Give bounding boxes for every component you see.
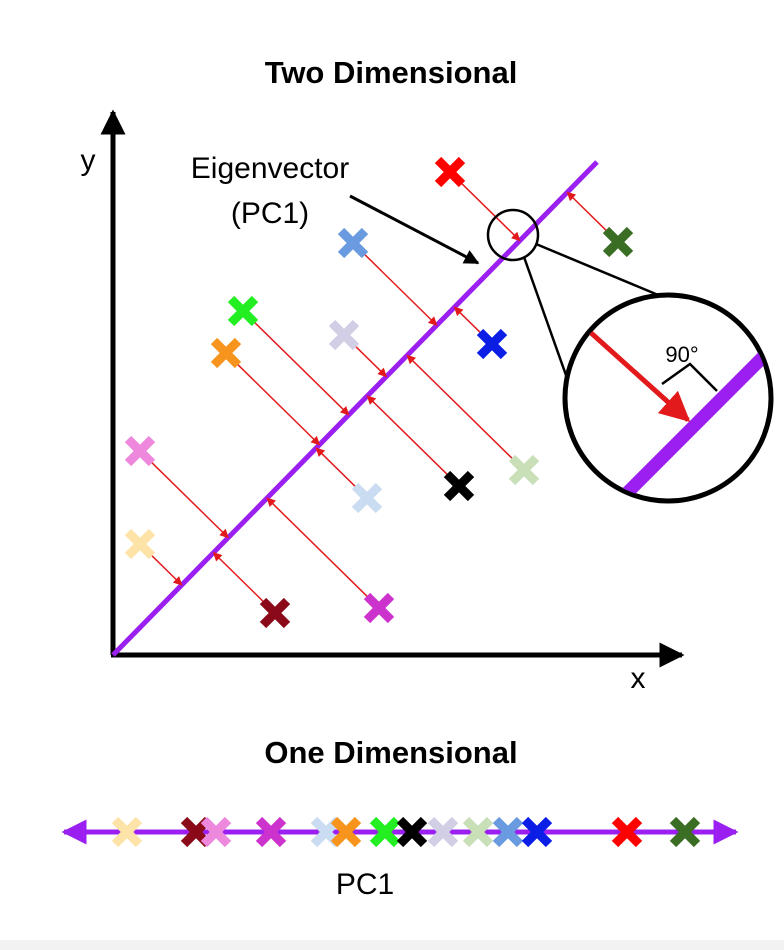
projection-arrow	[235, 362, 321, 446]
cross-marker	[521, 816, 553, 848]
projection-arrow	[453, 306, 483, 335]
annotation-line-1: Eigenvector	[191, 152, 349, 185]
eigenvector-line	[111, 160, 599, 657]
projection-arrow	[459, 181, 521, 242]
cross-marker	[200, 816, 232, 848]
top-title: Two Dimensional	[265, 55, 518, 90]
cross-marker	[427, 816, 459, 848]
cross-marker	[210, 337, 242, 369]
projection-arrow	[406, 354, 515, 461]
cross-marker	[396, 816, 428, 848]
annotation-line-2: (PC1)	[231, 197, 309, 230]
cross-marker	[124, 528, 156, 560]
cross-marker	[328, 319, 360, 351]
cross-marker	[369, 816, 401, 848]
projection-arrow	[266, 497, 370, 599]
projection-arrow	[149, 553, 183, 586]
projection-arrow	[315, 447, 358, 489]
cross-marker	[476, 328, 508, 360]
projection-arrow	[566, 191, 609, 233]
zoom-connector	[535, 242, 664, 299]
cross-marker	[330, 816, 362, 848]
right-angle-mark	[661, 362, 718, 392]
bottom-title: One Dimensional	[264, 735, 517, 770]
cross-marker	[492, 816, 524, 848]
x-label: x	[631, 662, 646, 695]
pc1-label: PC1	[336, 868, 394, 901]
cross-marker	[255, 816, 287, 848]
cross-marker	[462, 816, 494, 848]
zoom-projection-arrow	[588, 330, 691, 423]
projection-arrow	[212, 551, 266, 604]
angle-label: 90°	[665, 342, 698, 367]
cross-marker	[602, 226, 634, 258]
points-1d	[111, 816, 701, 848]
cross-marker	[337, 227, 369, 259]
projection-arrow	[362, 252, 438, 326]
projection-arrow	[252, 320, 350, 416]
projection-arrow	[149, 460, 229, 539]
bottom-band	[0, 940, 784, 950]
cross-marker	[434, 156, 466, 188]
cross-marker	[259, 597, 291, 629]
cross-marker	[227, 295, 259, 327]
zoom-circle	[562, 292, 774, 504]
cross-marker	[508, 454, 540, 486]
zoom-source	[486, 208, 540, 262]
cross-marker	[443, 470, 475, 502]
annotation-arrow	[349, 194, 480, 265]
y-label: y	[81, 144, 96, 177]
cross-marker	[124, 435, 156, 467]
cross-marker	[351, 482, 383, 514]
points-2d	[124, 156, 634, 629]
cross-marker	[111, 816, 143, 848]
cross-marker	[611, 816, 643, 848]
cross-marker	[363, 592, 395, 624]
cross-marker	[669, 816, 701, 848]
projection-arrow	[366, 395, 450, 477]
projection-arrow	[353, 344, 387, 378]
